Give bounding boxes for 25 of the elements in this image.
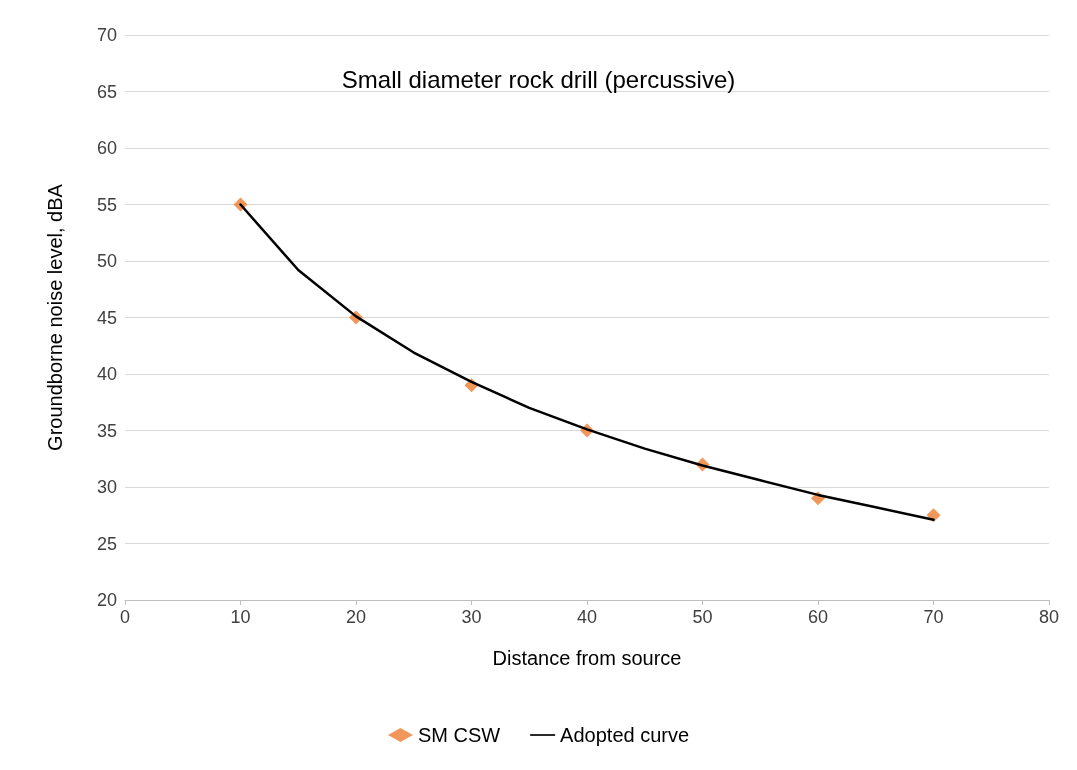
x-tick-label: 40 (576, 607, 598, 627)
legend-label: Adopted curve (560, 724, 690, 746)
x-tick-label: 60 (807, 607, 829, 627)
y-tick-label: 45 (96, 307, 117, 328)
x-tick-label: 0 (119, 607, 131, 627)
y-tick-label: 60 (96, 138, 117, 158)
y-tick-label: 40 (96, 364, 117, 384)
y-tick-label: 70 (96, 25, 117, 45)
x-tick-label: 20 (345, 607, 367, 627)
y-tick-label: 30 (96, 477, 117, 497)
y-tick-label: 65 (96, 81, 117, 102)
y-tick-label: 35 (96, 420, 117, 441)
y-tick-label: 20 (96, 590, 117, 610)
x-axis-title: Distance from source (492, 647, 682, 669)
x-tick-label: 10 (230, 607, 251, 627)
x-tick-label: 30 (461, 607, 482, 627)
legend-label: SM CSW (417, 724, 501, 746)
y-tick-label: 50 (96, 251, 117, 271)
y-tick-label: 55 (96, 194, 117, 215)
y-axis-title: Groundborne noise level, dBA (44, 183, 66, 451)
x-tick-label: 80 (1038, 607, 1060, 627)
x-tick-label: 50 (692, 607, 713, 627)
text: Small diameter rock drill (percussive) (341, 65, 736, 93)
x-tick-label: 70 (923, 607, 944, 627)
y-tick-label: 25 (96, 533, 117, 554)
